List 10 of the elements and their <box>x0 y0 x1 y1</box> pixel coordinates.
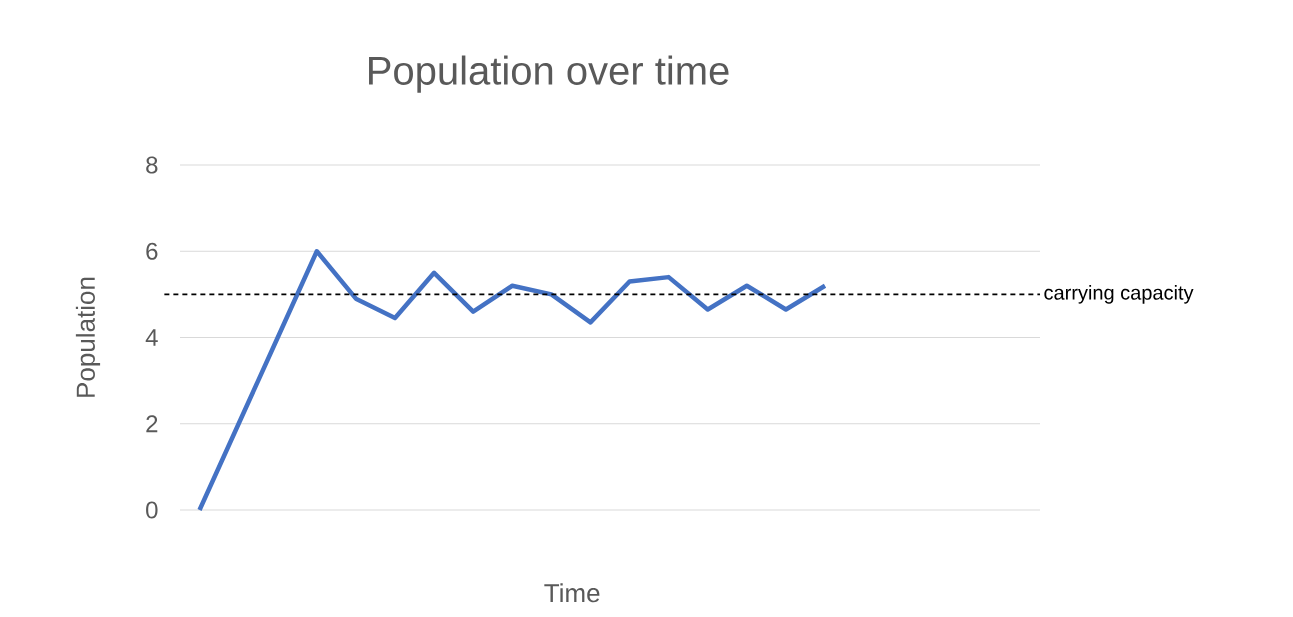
y-axis-title: Population <box>75 277 101 397</box>
chart-title: Population over time <box>369 55 729 93</box>
y-tick-label: 2 <box>146 415 158 433</box>
ref-line-label: carrying capacity <box>1044 285 1194 304</box>
y-tick-label: 0 <box>146 501 158 519</box>
y-tick-label: 6 <box>146 242 158 260</box>
y-tick-label: 4 <box>145 329 158 346</box>
y-tick-label: 8 <box>146 156 158 174</box>
x-axis-title: Time <box>544 583 600 603</box>
line-series <box>197 249 828 513</box>
